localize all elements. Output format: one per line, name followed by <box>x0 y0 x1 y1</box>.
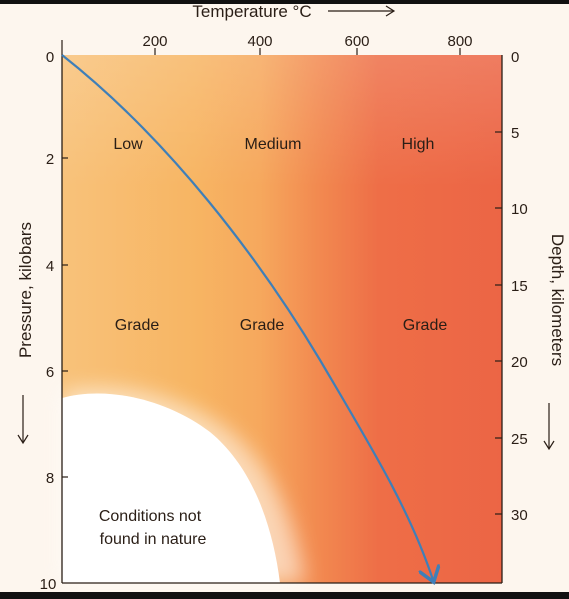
pressure-tick-label: 4 <box>46 258 54 275</box>
pressure-ticks <box>62 157 68 478</box>
high-grade-label-line2: Grade <box>403 317 448 334</box>
depth-tick-label: 25 <box>511 431 528 448</box>
depth-tick-label: 5 <box>511 125 519 142</box>
temperature-tick-label: 200 <box>142 33 167 50</box>
temperature-tick-label: 600 <box>344 33 369 50</box>
depth-tick-label: 0 <box>511 49 519 66</box>
bottom-border <box>0 592 569 599</box>
top-border <box>0 0 569 4</box>
pressure-tick-label: 6 <box>46 364 54 381</box>
depth-arrow <box>543 403 555 451</box>
high-grade-label-line1: High <box>402 136 435 153</box>
pressure-tick-label: 10 <box>40 576 57 593</box>
depth-tick-label: 10 <box>511 201 528 218</box>
excluded-region-label-line2: found in nature <box>100 531 207 548</box>
depth-tick-label: 30 <box>511 507 528 524</box>
excluded-region-label-line1: Conditions not <box>99 508 202 525</box>
medium-grade-label-line2: Grade <box>240 317 285 334</box>
temperature-tick-label: 800 <box>447 33 472 50</box>
geotherm-curve <box>61 54 433 580</box>
pressure-tick-label: 0 <box>46 49 54 66</box>
pressure-axis-title: Pressure, kilobars <box>16 222 35 358</box>
depth-axis-title: Depth, kilometers <box>548 234 567 366</box>
medium-grade-label-line1: Medium <box>245 136 302 153</box>
depth-tick-label: 15 <box>511 278 528 295</box>
low-grade-label-line2: Grade <box>115 317 160 334</box>
temperature-arrow <box>328 5 396 17</box>
excluded-region <box>62 387 305 583</box>
depth-tick-label: 20 <box>511 354 528 371</box>
low-grade-label-line1: Low <box>113 136 143 153</box>
depth-ticks <box>495 131 502 515</box>
pressure-tick-label: 2 <box>46 151 54 168</box>
temperature-ticks <box>61 40 461 55</box>
temperature-axis-title: Temperature °C <box>192 2 311 21</box>
pressure-tick-label: 8 <box>46 470 54 487</box>
pressure-arrow <box>17 395 29 445</box>
temperature-tick-label: 400 <box>247 33 272 50</box>
